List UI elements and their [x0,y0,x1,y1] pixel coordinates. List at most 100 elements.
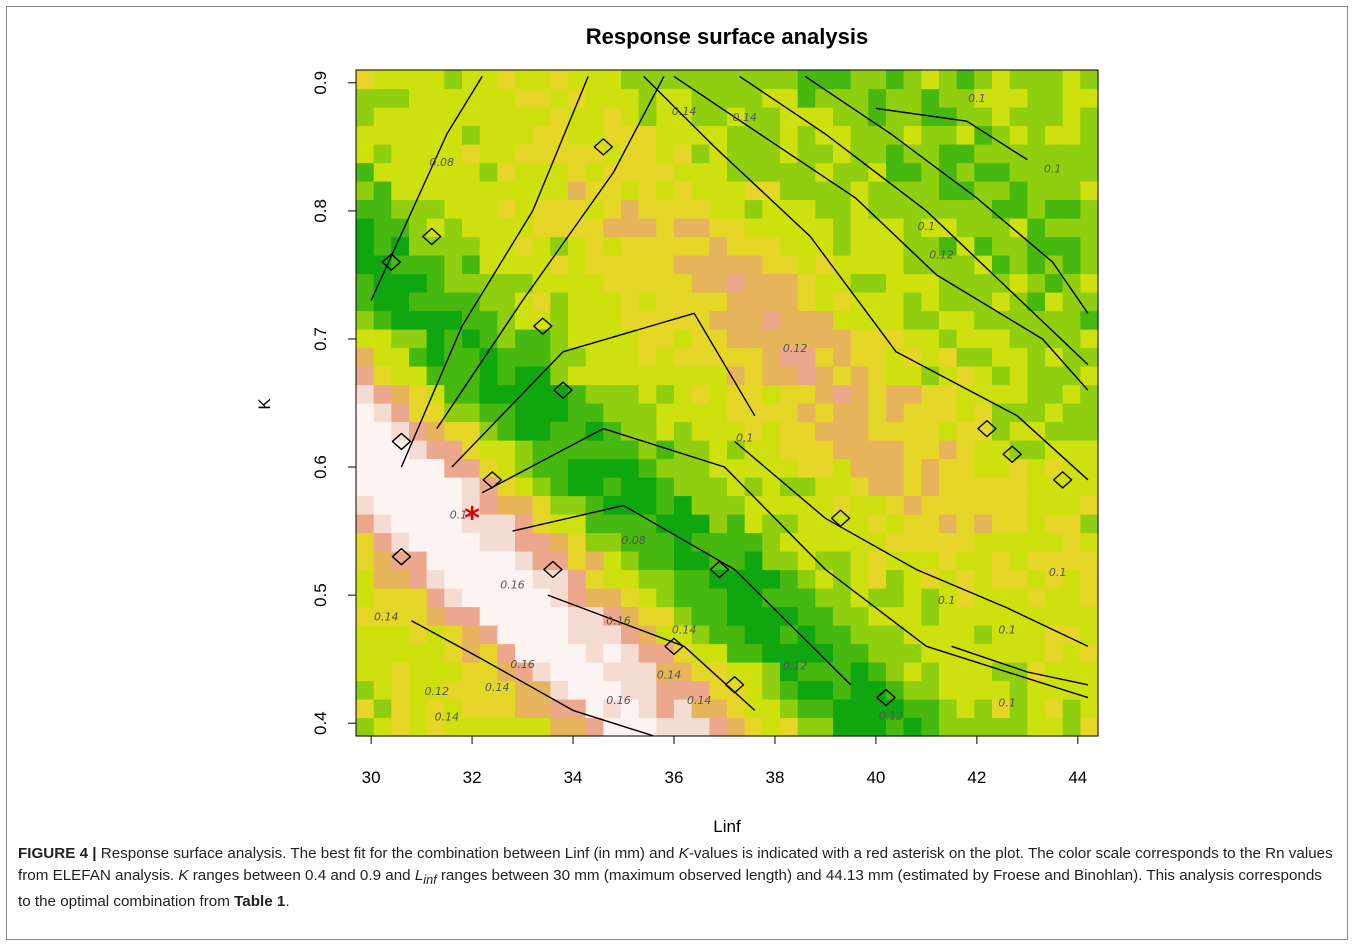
heatmap-cell [409,310,428,330]
heatmap-cell [992,255,1011,275]
heatmap-cell [1062,347,1081,367]
heatmap-cell [479,329,498,349]
heatmap-cell [1080,532,1099,552]
heatmap-cell [585,292,604,312]
heatmap-cell [833,199,852,219]
heatmap-cell [992,107,1011,127]
heatmap-cell [638,292,657,312]
heatmap-cell [603,310,622,330]
heatmap-cell [585,255,604,275]
heatmap-cell [373,199,392,219]
heatmap-cell [1027,236,1046,256]
heatmap-cell [373,88,392,108]
heatmap-cell [1009,699,1028,719]
heatmap-cell [497,440,516,460]
heatmap-cell [1062,366,1081,386]
heatmap-cell [939,366,958,386]
heatmap-cell [497,662,516,682]
heatmap-cell [656,717,675,737]
heatmap-cell [709,144,728,164]
heatmap-cell [568,403,587,423]
heatmap-cell [691,551,710,571]
heatmap-cell [621,458,640,478]
heatmap-cell [497,162,516,182]
heatmap-cell [744,181,763,201]
heatmap-cell [497,403,516,423]
heatmap-cell [1080,643,1099,663]
heatmap-cell [426,366,445,386]
heatmap-cell [868,625,887,645]
heatmap-cell [373,384,392,404]
heatmap-cell [391,255,410,275]
heatmap-cell [1045,458,1064,478]
heatmap-cell [479,421,498,441]
heatmap-cell [956,532,975,552]
heatmap-cell [1009,588,1028,608]
heatmap-cell [638,366,657,386]
heatmap-cell [1027,144,1046,164]
heatmap-cell [709,717,728,737]
heatmap-cell [373,218,392,238]
heatmap-cell [656,329,675,349]
heatmap-cell [550,347,569,367]
heatmap-cell [532,347,551,367]
heatmap-cell [886,643,905,663]
heatmap-cell [797,532,816,552]
heatmap-cell [762,680,781,700]
heatmap-cell [780,218,799,238]
heatmap-cell [1080,162,1099,182]
heatmap-cell [762,717,781,737]
heatmap-cell [656,699,675,719]
heatmap-cell [479,514,498,534]
heatmap-cell [780,310,799,330]
heatmap-cell [974,70,993,90]
heatmap-cell [903,569,922,589]
heatmap-cell [373,107,392,127]
heatmap-cell [356,458,375,478]
heatmap-cell [727,384,746,404]
heatmap-cell [992,625,1011,645]
heatmap-cell [1009,477,1028,497]
heatmap-cell [356,218,375,238]
contour-label: 0.1 [1044,163,1062,176]
heatmap-cell [709,477,728,497]
heatmap-cell [1027,199,1046,219]
heatmap-cell [391,181,410,201]
heatmap-cell [1062,495,1081,515]
heatmap-cell [479,384,498,404]
heatmap-cell [727,588,746,608]
heatmap-cell [356,699,375,719]
heatmap-cell [762,236,781,256]
heatmap-cell [956,403,975,423]
heatmap-cell [462,107,481,127]
heatmap-cell [356,403,375,423]
heatmap-cell [409,440,428,460]
heatmap-cell [638,199,657,219]
heatmap-cell [850,310,869,330]
heatmap-cell [638,273,657,293]
heatmap-cell [956,625,975,645]
heatmap-cell [797,606,816,626]
heatmap-cell [426,199,445,219]
heatmap-cell [479,218,498,238]
heatmap-cell [921,384,940,404]
heatmap-cell [515,421,534,441]
heatmap-cell [585,625,604,645]
heatmap-cell [1080,717,1099,737]
heatmap-cell [391,643,410,663]
heatmap-cell [515,477,534,497]
heatmap-cell [1009,551,1028,571]
heatmap-cell [744,403,763,423]
heatmap-cell [797,643,816,663]
heatmap-cell [797,680,816,700]
heatmap-cell [568,236,587,256]
heatmap-cell [1009,384,1028,404]
heatmap-cell [550,606,569,626]
contour-line [875,107,1028,161]
heatmap-cell [1027,310,1046,330]
heatmap-cell [550,514,569,534]
heatmap-cell [409,717,428,737]
heatmap-cell [515,255,534,275]
heatmap-cell [532,514,551,534]
heatmap-cell [356,514,375,534]
